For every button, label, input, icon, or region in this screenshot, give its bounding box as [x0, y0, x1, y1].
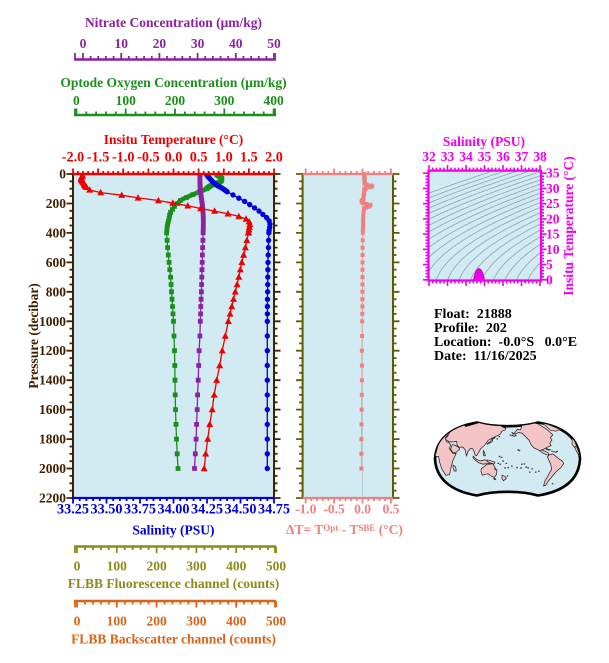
svg-text:38: 38: [533, 149, 547, 164]
svg-text:Pressure (decibar): Pressure (decibar): [26, 283, 41, 389]
svg-text:34.25: 34.25: [191, 502, 223, 518]
svg-text:-1.5: -1.5: [87, 150, 109, 166]
svg-text:33: 33: [441, 149, 455, 164]
svg-text:-1.0: -1.0: [112, 150, 134, 166]
svg-text:800: 800: [46, 284, 67, 299]
svg-text:300: 300: [186, 614, 207, 629]
svg-text:FLBB Backscatter channel (coun: FLBB Backscatter channel (counts): [71, 632, 276, 647]
svg-text:400: 400: [263, 93, 284, 108]
svg-text:300: 300: [214, 93, 235, 108]
svg-text:2200: 2200: [39, 491, 66, 506]
svg-text:Salinity (PSU): Salinity (PSU): [132, 523, 214, 538]
svg-text:1600: 1600: [39, 402, 66, 417]
svg-text:30: 30: [191, 36, 205, 51]
svg-text:40: 40: [229, 36, 243, 51]
svg-text:ΔT= TOpt - TSBE (°C): ΔT= TOpt - TSBE (°C): [286, 522, 403, 537]
svg-text:34: 34: [459, 149, 473, 164]
svg-text:37: 37: [515, 149, 529, 164]
svg-text:200: 200: [146, 614, 167, 629]
svg-text:300: 300: [186, 559, 207, 574]
svg-text:35: 35: [478, 149, 492, 164]
svg-text:-0.5: -0.5: [137, 150, 159, 166]
svg-text:20: 20: [546, 211, 560, 226]
svg-text:Insitu Temperature (°C): Insitu Temperature (°C): [104, 132, 243, 147]
svg-text:20: 20: [153, 36, 167, 51]
svg-text:Nitrate Concentration (μm/kg): Nitrate Concentration (μm/kg): [85, 15, 262, 30]
svg-text:15: 15: [546, 227, 560, 242]
svg-text:2000: 2000: [39, 461, 66, 476]
svg-text:34.00: 34.00: [158, 502, 190, 518]
svg-text:0: 0: [74, 614, 81, 629]
svg-text:0.0: 0.0: [165, 150, 183, 166]
svg-text:1.5: 1.5: [240, 150, 258, 166]
svg-text:30: 30: [546, 181, 560, 196]
svg-text:600: 600: [46, 255, 67, 270]
svg-text:200: 200: [146, 559, 167, 574]
svg-text:-1.0: -1.0: [295, 502, 317, 517]
svg-text:0: 0: [546, 272, 553, 287]
svg-text:33.25: 33.25: [57, 502, 89, 518]
svg-text:1800: 1800: [39, 432, 66, 447]
svg-text:33.50: 33.50: [91, 502, 123, 518]
svg-text:Location: -0.0°S 0.0°E: Location: -0.0°S 0.0°E: [434, 335, 577, 350]
svg-text:FLBB Fluorescence channel (cou: FLBB Fluorescence channel (counts): [68, 576, 280, 591]
svg-text:1200: 1200: [39, 343, 66, 358]
svg-text:100: 100: [107, 559, 128, 574]
svg-text:Insitu Temperature (°C): Insitu Temperature (°C): [561, 156, 576, 295]
svg-text:50: 50: [267, 36, 281, 51]
svg-text:200: 200: [46, 196, 67, 211]
svg-text:0: 0: [59, 167, 66, 182]
svg-text:2.0: 2.0: [265, 150, 283, 166]
svg-text:33.75: 33.75: [124, 502, 156, 518]
svg-text:0: 0: [74, 559, 81, 574]
svg-text:32: 32: [422, 149, 436, 164]
svg-text:25: 25: [546, 196, 560, 211]
svg-text:0: 0: [73, 93, 80, 108]
svg-text:Profile: 202: Profile: 202: [434, 321, 507, 336]
svg-text:10: 10: [546, 242, 560, 257]
svg-text:Optode Oxygen Concentration (μ: Optode Oxygen Concentration (μm/kg): [60, 75, 286, 90]
svg-text:1000: 1000: [39, 314, 66, 329]
svg-text:500: 500: [266, 614, 287, 629]
svg-text:-2.0: -2.0: [62, 150, 84, 166]
svg-text:200: 200: [165, 93, 186, 108]
svg-text:400: 400: [226, 559, 247, 574]
svg-text:1400: 1400: [39, 373, 66, 388]
svg-text:400: 400: [226, 614, 247, 629]
svg-text:0.5: 0.5: [382, 502, 399, 517]
svg-text:0.5: 0.5: [190, 150, 208, 166]
svg-text:34.50: 34.50: [225, 502, 257, 518]
svg-text:5: 5: [546, 257, 553, 272]
svg-text:-0.5: -0.5: [323, 502, 345, 517]
svg-text:100: 100: [107, 614, 128, 629]
svg-text:36: 36: [496, 149, 510, 164]
svg-text:34.75: 34.75: [258, 502, 290, 518]
svg-text:500: 500: [266, 559, 287, 574]
svg-text:Date: 11/16/2025: Date: 11/16/2025: [434, 349, 537, 364]
svg-text:0.0: 0.0: [354, 502, 371, 517]
svg-text:Salinity (PSU): Salinity (PSU): [443, 134, 525, 149]
svg-text:100: 100: [116, 93, 137, 108]
svg-text:400: 400: [46, 225, 67, 240]
svg-text:0: 0: [80, 36, 87, 51]
svg-text:1.0: 1.0: [215, 150, 233, 166]
svg-text:35: 35: [546, 166, 560, 181]
svg-text:10: 10: [114, 36, 128, 51]
svg-text:Float: 21888: Float: 21888: [434, 307, 512, 322]
